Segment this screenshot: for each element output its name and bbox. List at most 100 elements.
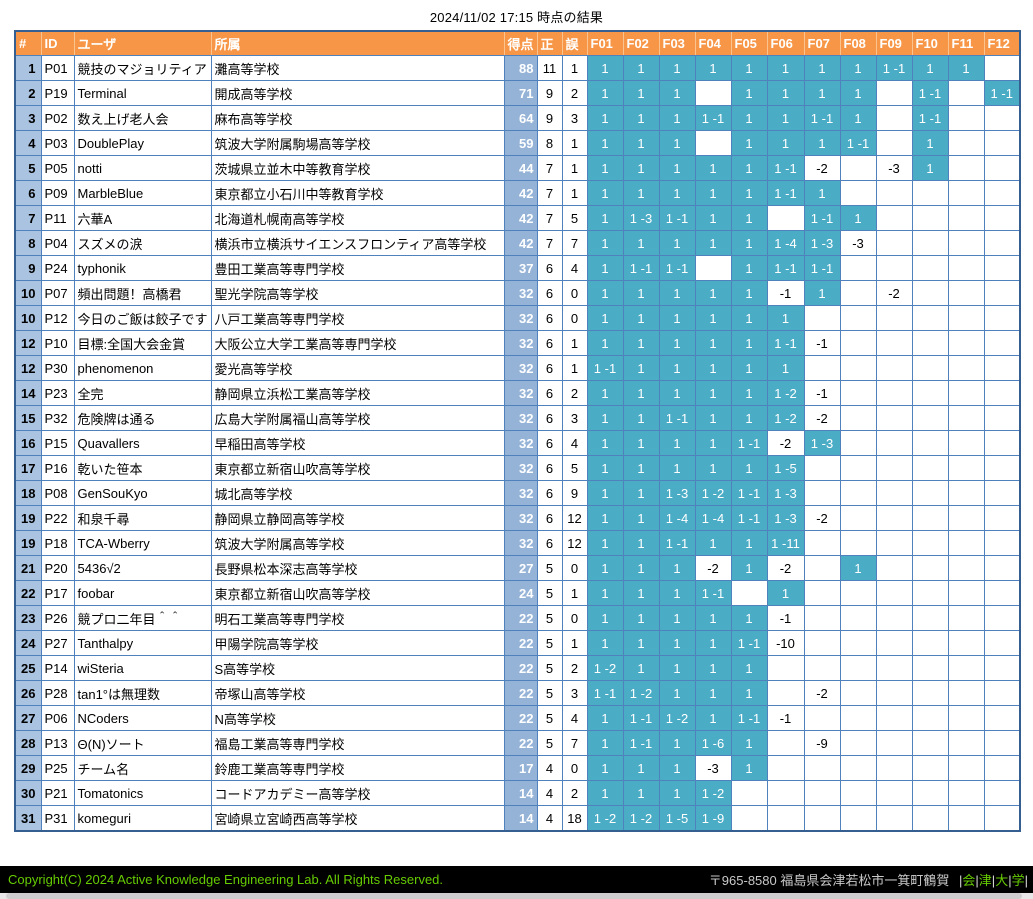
correct-count-cell: 4 [536,755,563,781]
problem-cell-F05: 1 [730,180,768,206]
problem-cell-F11 [947,255,985,281]
problem-cell-F04: 1 -4 [694,505,732,531]
problem-cell-F12 [983,130,1021,156]
problem-cell-F01: 1 [586,255,624,281]
table-row: 9 P24 typhonik 豊田工業高等専門学校 37 6 4 1 1 -1 1 -1 1 1 -1… [14,255,1021,281]
user-cell: phenomenon [73,355,212,381]
problem-cell-F04: 1 -2 [694,780,732,806]
problem-cell-F12 [983,755,1021,781]
problem-cell-F11 [947,755,985,781]
problem-cell-F01: 1 [586,455,624,481]
id-cell: P14 [40,655,75,681]
problem-cell-F12 [983,705,1021,731]
table-row: 25 P14 wiSteria S高等学校 22 5 2 1 -2 1 1 1 1 [14,655,1021,681]
id-cell: P17 [40,580,75,606]
problem-cell-F09 [875,630,913,656]
problem-cell-F07: -2 [803,505,841,531]
problem-cell-F03: 1 [658,755,696,781]
problem-cell-F08 [839,780,877,806]
rank-cell: 2 [14,80,42,106]
problem-cell-F02: 1 [622,455,660,481]
problem-cell-F08: 1 [839,205,877,231]
correct-count-cell: 6 [536,355,563,381]
problem-cell-F02: 1 [622,380,660,406]
problem-cell-F01: 1 [586,105,624,131]
problem-cell-F12 [983,605,1021,631]
problem-cell-F03: 1 [658,105,696,131]
problem-cell-F03: 1 [658,430,696,456]
rank-cell: 28 [14,730,42,756]
problem-cell-F12 [983,455,1021,481]
user-cell: 5436√2 [73,555,212,581]
problem-cell-F09 [875,205,913,231]
problem-cell-F06: 1 [766,105,805,131]
problem-cell-F06: -2 [766,430,805,456]
problem-cell-F09 [875,555,913,581]
problem-cell-F09 [875,355,913,381]
problem-cell-F10: 1 -1 [911,80,949,106]
problem-cell-F05: 1 [730,130,768,156]
user-cell: 乾いた笹本 [73,455,212,481]
user-cell: TCA-Wberry [73,530,212,556]
table-row: 22 P17 foobar 東京都立新宿山吹高等学校 24 5 1 1 1 1 1 -1 1 [14,580,1021,606]
horizontal-scrollbar[interactable] [0,893,1033,899]
problem-cell-F01: 1 [586,505,624,531]
column-header-org: 所属 [210,30,505,56]
problem-cell-F05: 1 [730,155,768,181]
score-cell: 14 [503,780,538,806]
problem-cell-F06: 1 [766,355,805,381]
problem-cell-F07 [803,755,841,781]
problem-cell-F05: 1 [730,380,768,406]
problem-cell-F11 [947,705,985,731]
correct-count-cell: 6 [536,255,563,281]
id-cell: P13 [40,730,75,756]
problem-cell-F07 [803,780,841,806]
correct-count-cell: 6 [536,480,563,506]
problem-cell-F09 [875,405,913,431]
column-header-f01: F01 [586,30,624,56]
score-cell: 42 [503,180,538,206]
wrong-count-cell: 1 [561,180,588,206]
id-cell: P15 [40,430,75,456]
table-row: 16 P15 Quavallers 早稲田高等学校 32 6 4 1 1 1 1 1 -1 -2 1 -3 [14,430,1021,456]
wrong-count-cell: 3 [561,105,588,131]
separator-pipe: | [991,873,996,888]
problem-cell-F04: 1 [694,705,732,731]
problem-cell-F04: 1 -2 [694,480,732,506]
correct-count-cell: 5 [536,655,563,681]
problem-cell-F06: 1 -11 [766,530,805,556]
wrong-count-cell: 3 [561,680,588,706]
table-row: 30 P21 Tomatonics コードアカデミー高等学校 14 4 2 1 1 1 1 -2 [14,780,1021,806]
problem-cell-F02: 1 [622,630,660,656]
table-row: 2 P19 Terminal 開成高等学校 71 9 2 1 1 1 1 1 1 1 1 -1 1 -1 [14,80,1021,106]
problem-cell-F03: 1 -1 [658,405,696,431]
rank-cell: 29 [14,755,42,781]
score-cell: 32 [503,480,538,506]
problem-cell-F11 [947,780,985,806]
problem-cell-F01: 1 [586,205,624,231]
problem-cell-F06: 1 [766,305,805,331]
correct-count-cell: 7 [536,205,563,231]
problem-cell-F07: -9 [803,730,841,756]
problem-cell-F10 [911,480,949,506]
problem-cell-F06 [766,680,805,706]
org-cell: 八戸工業高等専門学校 [210,305,505,331]
problem-cell-F11 [947,555,985,581]
column-header-user: ユーザ [73,30,212,56]
wrong-count-cell: 1 [561,55,588,81]
problem-cell-F08 [839,730,877,756]
problem-cell-F06: -1 [766,605,805,631]
problem-cell-F09 [875,455,913,481]
problem-cell-F07 [803,355,841,381]
problem-cell-F10 [911,555,949,581]
id-cell: P16 [40,455,75,481]
scrollbar-thumb[interactable] [6,893,1022,899]
column-header-f08: F08 [839,30,877,56]
problem-cell-F04: 1 [694,355,732,381]
correct-count-cell: 5 [536,705,563,731]
problem-cell-F07 [803,805,841,832]
table-row: 17 P16 乾いた笹本 東京都立新宿山吹高等学校 32 6 5 1 1 1 1 1 1 -5 [14,455,1021,481]
column-header-f09: F09 [875,30,913,56]
wrong-count-cell: 0 [561,280,588,306]
wrong-count-cell: 2 [561,780,588,806]
